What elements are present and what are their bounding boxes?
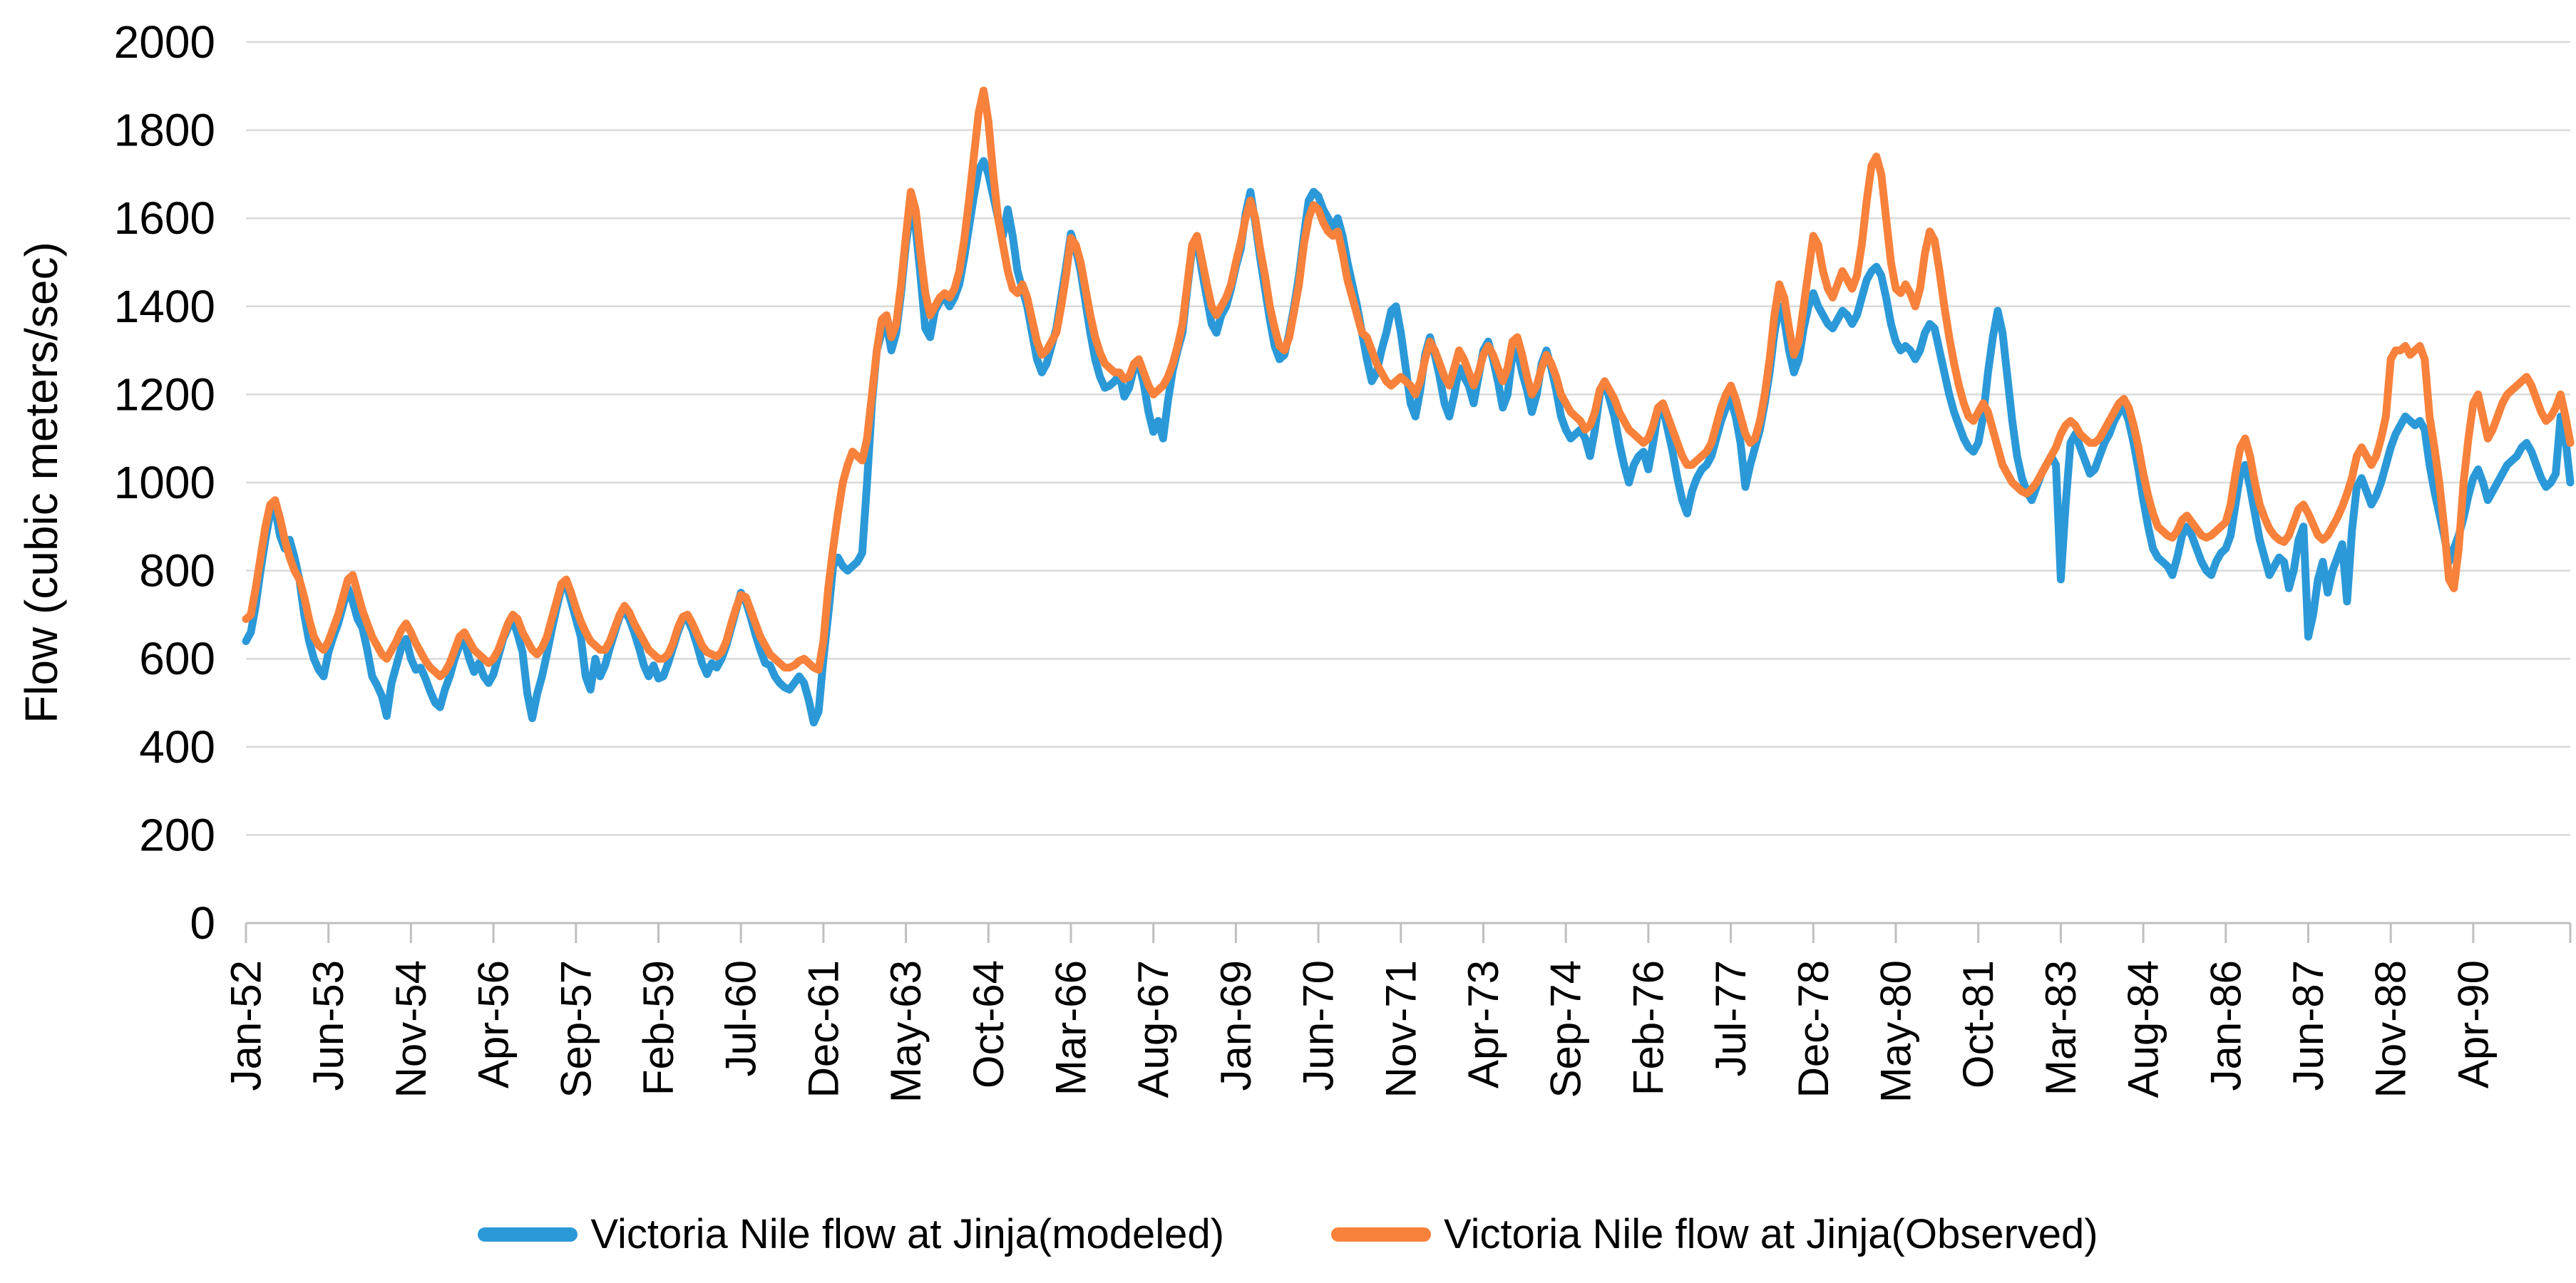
x-tick-label: Feb-76 [1624,960,1672,1096]
y-tick-label: 2000 [114,16,215,68]
legend-swatch-modeled-icon [478,1227,578,1242]
y-tick-label: 1400 [114,281,215,332]
series-line-modeled [242,157,2575,727]
legend-item-observed[interactable]: Victoria Nile flow at Jinja(Observed) [1331,1210,2098,1258]
series-line-observed [242,86,2575,681]
y-tick-label: 200 [139,809,215,860]
x-tick-label: Aug-84 [2120,960,2167,1098]
x-tick-label: Jan-86 [2202,960,2249,1091]
x-tick-label: Jul-60 [717,960,765,1076]
y-tick-label: 1600 [114,192,215,244]
y-tick-label: 1800 [114,105,215,156]
x-tick-label: Oct-64 [965,960,1012,1088]
y-tick-label: 400 [139,721,215,773]
x-tick-label: Sep-57 [552,960,600,1098]
x-tick-label: May-63 [882,960,930,1103]
x-tick-label: Mar-66 [1047,960,1094,1096]
x-tick-label: Dec-61 [799,960,847,1098]
y-tick-label: 600 [139,633,215,684]
legend-swatch-observed-icon [1331,1227,1432,1242]
y-axis-title: Flow (cubic meters/sec) [16,242,67,723]
x-tick-label: Jun-53 [304,960,352,1091]
x-tick-label: Apr-90 [2449,960,2497,1088]
y-tick-label: 1200 [114,369,215,420]
x-tick-label: Jun-87 [2284,960,2332,1091]
x-tick-label: Jul-77 [1707,960,1755,1076]
x-tick-label: Apr-56 [470,960,518,1088]
x-tick-label: Mar-83 [2037,960,2085,1096]
x-tick-label: May-80 [1872,960,1919,1103]
y-tick-label: 0 [190,897,215,949]
x-tick-label: Sep-74 [1542,960,1590,1098]
legend-label-observed: Victoria Nile flow at Jinja(Observed) [1444,1211,2098,1257]
legend-item-modeled[interactable]: Victoria Nile flow at Jinja(modeled) [478,1210,1224,1258]
x-tick-label: Dec-78 [1790,960,1837,1098]
x-tick-label: Nov-71 [1377,960,1425,1098]
x-tick-label: Apr-73 [1459,960,1507,1088]
x-tick-label: Jan-52 [222,960,270,1091]
y-tick-label: 800 [139,545,215,597]
x-tick-label: Feb-59 [635,960,682,1096]
legend-label-modeled: Victoria Nile flow at Jinja(modeled) [590,1211,1225,1257]
legend: Victoria Nile flow at Jinja(modeled) Vic… [0,1210,2576,1258]
x-tick-label: Jan-69 [1212,960,1260,1091]
x-tick-label: Oct-81 [1954,960,2002,1088]
y-tick-label: 1000 [114,457,215,508]
x-tick-label: Nov-54 [387,960,435,1098]
x-tick-label: Aug-67 [1129,960,1177,1098]
x-tick-label: Nov-88 [2367,960,2415,1098]
x-tick-label: Jun-70 [1295,960,1343,1091]
